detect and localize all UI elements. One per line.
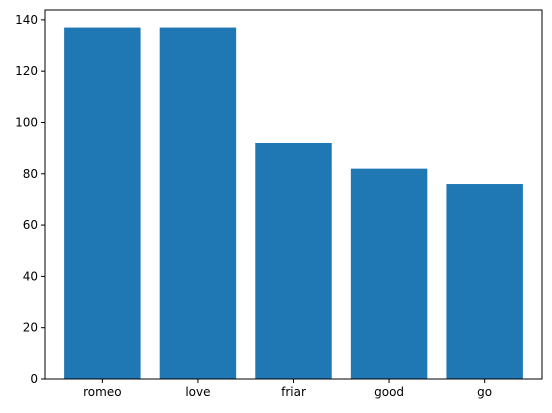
- bar-go: [446, 184, 523, 379]
- y-tick-label: 20: [23, 321, 38, 335]
- bar-good: [350, 168, 428, 379]
- y-tick-label: 40: [23, 269, 38, 283]
- y-tick-label: 100: [15, 115, 38, 129]
- y-tick-label: 0: [30, 372, 38, 386]
- y-tick-label: 140: [15, 13, 38, 27]
- y-tick-label: 60: [23, 218, 38, 232]
- x-tick-label: friar: [281, 385, 306, 399]
- x-tick-label: love: [185, 385, 210, 399]
- bar-romeo: [64, 27, 141, 379]
- x-axis-ticks: romeo love friar good go: [83, 379, 492, 399]
- y-tick-label: 80: [23, 167, 38, 181]
- y-axis-ticks: 0 20 40 60 80 100 120 140: [15, 13, 45, 386]
- y-tick-label: 120: [15, 64, 38, 78]
- plot-frame: [44, 9, 543, 380]
- x-tick-label: good: [374, 385, 404, 399]
- x-tick-label: romeo: [83, 385, 121, 399]
- bar-love: [159, 27, 237, 379]
- x-tick-label: go: [477, 385, 492, 399]
- bars-group: [64, 27, 523, 379]
- bar-friar: [255, 143, 332, 379]
